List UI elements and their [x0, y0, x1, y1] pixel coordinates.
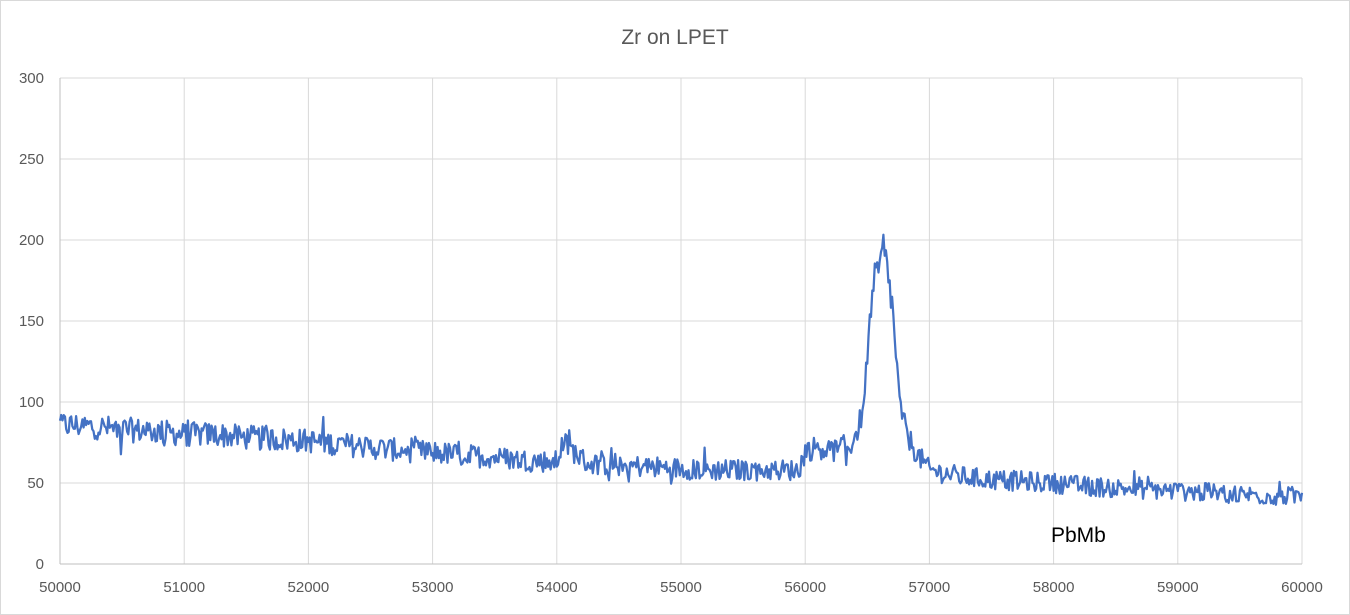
x-tick-label: 51000 — [163, 579, 205, 596]
y-tick-label: 50 — [27, 475, 44, 492]
x-tick-label: 52000 — [288, 579, 330, 596]
x-tick-label: 56000 — [784, 579, 826, 596]
x-tick-label: 53000 — [412, 579, 454, 596]
y-tick-label: 150 — [19, 313, 44, 330]
x-tick-label: 55000 — [660, 579, 702, 596]
x-tick-label: 60000 — [1281, 579, 1323, 596]
annotation-label: PbMb — [1051, 524, 1106, 547]
axes — [59, 78, 1302, 565]
y-axis-tick-labels: 0 50 100 150 200 250 300 — [19, 70, 44, 573]
y-tick-label: 200 — [19, 232, 44, 249]
x-tick-label: 50000 — [39, 579, 81, 596]
y-tick-label: 100 — [19, 394, 44, 411]
series-layer — [58, 233, 1304, 506]
x-tick-label: 57000 — [909, 579, 951, 596]
x-axis-tick-labels: 50000 51000 52000 53000 54000 55000 56000 57000… — [39, 579, 1323, 596]
chart-title: Zr on LPET — [621, 26, 729, 49]
y-tick-label: 250 — [19, 151, 44, 168]
x-tick-label: 59000 — [1157, 579, 1199, 596]
y-tick-label: 300 — [19, 70, 44, 87]
y-tick-label: 0 — [36, 556, 44, 573]
x-tick-label: 54000 — [536, 579, 578, 596]
x-tick-label: 58000 — [1033, 579, 1075, 596]
series-line — [58, 233, 1304, 506]
